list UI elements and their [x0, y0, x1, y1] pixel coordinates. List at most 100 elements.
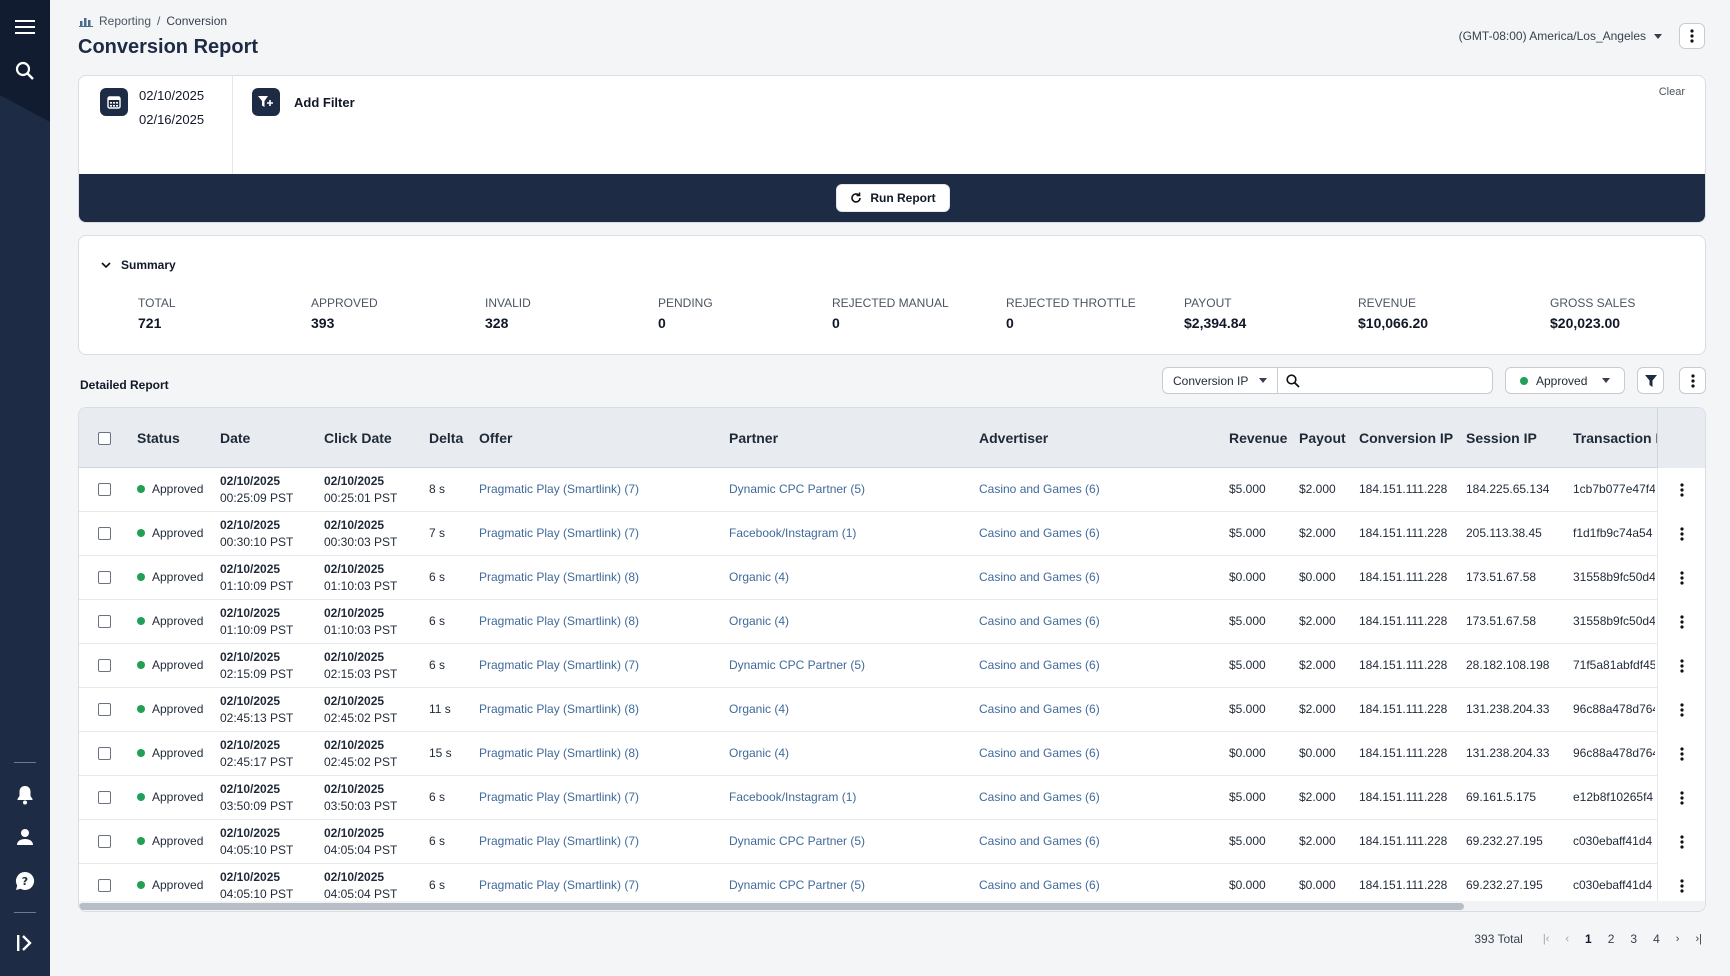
row-actions-button[interactable]: [1657, 556, 1705, 600]
row-partner-link[interactable]: Facebook/Instagram (1): [729, 526, 857, 540]
row-partner-link[interactable]: Organic (4): [729, 702, 790, 716]
row-partner-link[interactable]: Organic (4): [729, 570, 790, 584]
row-actions-button[interactable]: [1657, 644, 1705, 688]
column-header-click-date[interactable]: Click Date: [324, 430, 392, 446]
row-actions-button[interactable]: [1657, 512, 1705, 556]
table-row[interactable]: Approved 02/10/2025 00:25:09 PST 02/10/2025…: [79, 468, 1705, 512]
table-row[interactable]: Approved 02/10/2025 01:10:09 PST 02/10/2025…: [79, 556, 1705, 600]
row-offer-link[interactable]: Pragmatic Play (Smartlink) (7): [479, 482, 640, 496]
user-icon[interactable]: [12, 824, 38, 850]
row-checkbox[interactable]: [98, 659, 111, 672]
row-partner-link[interactable]: Dynamic CPC Partner (5): [729, 482, 866, 496]
row-offer-link[interactable]: Pragmatic Play (Smartlink) (8): [479, 570, 640, 584]
row-partner-link[interactable]: Organic (4): [729, 746, 790, 760]
row-offer-link[interactable]: Pragmatic Play (Smartlink) (7): [479, 526, 640, 540]
next-page-icon[interactable]: ›: [1675, 933, 1680, 945]
page-2[interactable]: 2: [1607, 932, 1615, 946]
row-partner-link[interactable]: Dynamic CPC Partner (5): [729, 878, 866, 892]
last-page-icon[interactable]: ›|: [1695, 933, 1702, 945]
column-header-delta[interactable]: Delta: [429, 430, 464, 446]
table-row[interactable]: Approved 02/10/2025 02:15:09 PST 02/10/2025…: [79, 644, 1705, 688]
row-actions-button[interactable]: [1657, 688, 1705, 732]
row-checkbox[interactable]: [98, 483, 111, 496]
row-checkbox[interactable]: [98, 527, 111, 540]
row-advertiser-link[interactable]: Casino and Games (6): [979, 570, 1100, 584]
column-select[interactable]: Conversion IP: [1162, 367, 1277, 394]
table-row[interactable]: Approved 02/10/2025 03:50:09 PST 02/10/2025…: [79, 776, 1705, 820]
row-advertiser-link[interactable]: Casino and Games (6): [979, 526, 1100, 540]
row-offer-link[interactable]: Pragmatic Play (Smartlink) (8): [479, 746, 640, 760]
summary-toggle[interactable]: Summary: [101, 258, 176, 272]
first-page-icon[interactable]: |‹: [1542, 933, 1550, 945]
row-offer-link[interactable]: Pragmatic Play (Smartlink) (7): [479, 878, 640, 892]
column-header-date[interactable]: Date: [220, 430, 251, 446]
row-actions-button[interactable]: [1657, 468, 1705, 512]
timezone-select[interactable]: (GMT-08:00) America/Los_Angeles: [1459, 29, 1662, 43]
row-advertiser-link[interactable]: Casino and Games (6): [979, 878, 1100, 892]
page-options-button[interactable]: [1679, 23, 1705, 49]
column-header-transaction-id[interactable]: Transaction II: [1573, 430, 1664, 446]
row-advertiser-link[interactable]: Casino and Games (6): [979, 746, 1100, 760]
row-actions-button[interactable]: [1657, 600, 1705, 644]
row-advertiser-link[interactable]: Casino and Games (6): [979, 658, 1100, 672]
row-actions-button[interactable]: [1657, 776, 1705, 820]
table-row[interactable]: Approved 02/10/2025 01:10:09 PST 02/10/2025…: [79, 600, 1705, 644]
row-partner-link[interactable]: Organic (4): [729, 614, 790, 628]
page-1[interactable]: 1: [1585, 932, 1592, 946]
column-header-revenue[interactable]: Revenue: [1229, 430, 1288, 446]
column-header-session-ip[interactable]: Session IP: [1466, 430, 1537, 446]
row-offer-link[interactable]: Pragmatic Play (Smartlink) (8): [479, 614, 640, 628]
page-3[interactable]: 3: [1630, 932, 1638, 946]
row-partner-link[interactable]: Dynamic CPC Partner (5): [729, 834, 866, 848]
column-header-status[interactable]: Status: [137, 430, 180, 446]
bell-icon[interactable]: [12, 782, 38, 808]
column-header-conversion-ip[interactable]: Conversion IP: [1359, 430, 1454, 446]
table-options-button[interactable]: [1679, 367, 1706, 394]
breadcrumb-root[interactable]: Reporting: [99, 14, 152, 28]
row-advertiser-link[interactable]: Casino and Games (6): [979, 790, 1100, 804]
table-row[interactable]: Approved 02/10/2025 00:30:10 PST 02/10/2025…: [79, 512, 1705, 556]
row-advertiser-link[interactable]: Casino and Games (6): [979, 614, 1100, 628]
menu-icon[interactable]: [12, 14, 38, 40]
date-range-picker[interactable]: 02/10/2025 02/16/2025: [79, 76, 233, 174]
row-checkbox[interactable]: [98, 571, 111, 584]
run-report-button[interactable]: Run Report: [836, 184, 950, 212]
row-checkbox[interactable]: [98, 879, 111, 892]
scrollbar-thumb[interactable]: [79, 903, 1464, 910]
row-advertiser-link[interactable]: Casino and Games (6): [979, 482, 1100, 496]
column-header-payout[interactable]: Payout: [1299, 430, 1346, 446]
add-filter-button[interactable]: Add Filter: [252, 88, 355, 116]
row-checkbox[interactable]: [98, 703, 111, 716]
clear-filters-link[interactable]: Clear: [1658, 86, 1685, 98]
expand-sidebar-icon[interactable]: [12, 930, 38, 956]
row-actions-button[interactable]: [1657, 864, 1705, 908]
row-actions-button[interactable]: [1657, 732, 1705, 776]
row-partner-link[interactable]: Facebook/Instagram (1): [729, 790, 857, 804]
row-checkbox[interactable]: [98, 615, 111, 628]
row-partner-link[interactable]: Dynamic CPC Partner (5): [729, 658, 866, 672]
row-advertiser-link[interactable]: Casino and Games (6): [979, 702, 1100, 716]
prev-page-icon[interactable]: ‹: [1565, 933, 1570, 945]
page-4[interactable]: 4: [1653, 932, 1660, 946]
search-icon[interactable]: [12, 58, 38, 84]
column-header-partner[interactable]: Partner: [729, 430, 779, 446]
horizontal-scrollbar[interactable]: [79, 901, 1705, 911]
column-header-advertiser[interactable]: Advertiser: [979, 430, 1049, 446]
help-icon[interactable]: ?: [12, 868, 38, 894]
row-checkbox[interactable]: [98, 835, 111, 848]
search-input[interactable]: [1308, 373, 1484, 388]
row-actions-button[interactable]: [1657, 820, 1705, 864]
row-checkbox[interactable]: [98, 791, 111, 804]
column-header-offer[interactable]: Offer: [479, 430, 513, 446]
table-row[interactable]: Approved 02/10/2025 04:05:10 PST 02/10/2025…: [79, 820, 1705, 864]
row-offer-link[interactable]: Pragmatic Play (Smartlink) (7): [479, 834, 640, 848]
row-offer-link[interactable]: Pragmatic Play (Smartlink) (7): [479, 790, 640, 804]
status-filter-select[interactable]: Approved: [1505, 367, 1625, 394]
row-offer-link[interactable]: Pragmatic Play (Smartlink) (8): [479, 702, 640, 716]
table-filter-button[interactable]: [1637, 367, 1664, 394]
row-checkbox[interactable]: [98, 747, 111, 760]
table-row[interactable]: Approved 02/10/2025 02:45:17 PST 02/10/2025…: [79, 732, 1705, 776]
row-advertiser-link[interactable]: Casino and Games (6): [979, 834, 1100, 848]
select-all-checkbox[interactable]: [98, 432, 111, 445]
row-offer-link[interactable]: Pragmatic Play (Smartlink) (7): [479, 658, 640, 672]
